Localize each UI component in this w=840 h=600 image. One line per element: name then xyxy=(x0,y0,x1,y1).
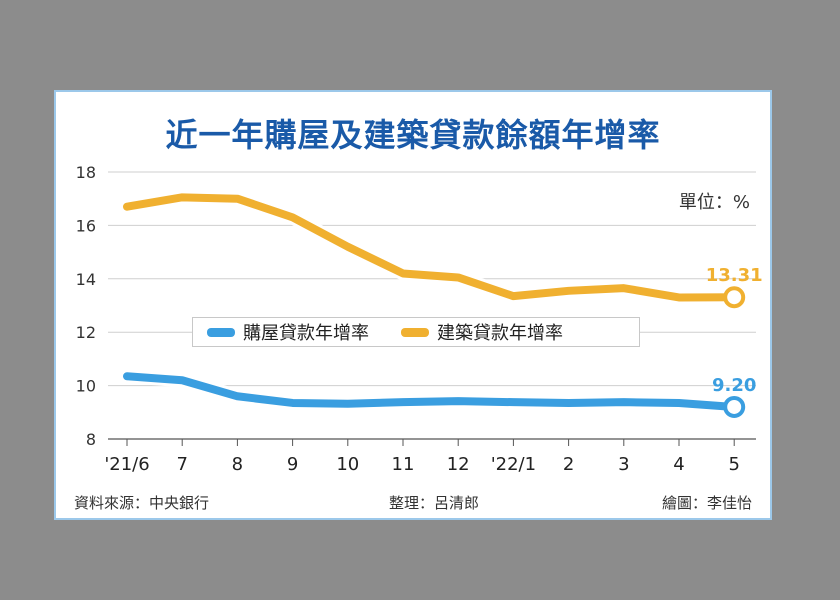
endpoint-value-construction: 13.31 xyxy=(706,265,763,286)
unit-label: 單位：% xyxy=(678,192,750,213)
x-tick-label: 2 xyxy=(563,454,574,475)
series-line-housing xyxy=(123,372,739,411)
chart-title: 近一年購屋及建築貸款餘額年增率 xyxy=(165,116,661,154)
endpoint-marker-construction xyxy=(723,286,746,309)
illustrator-credit: 繪圖：李佳怡 xyxy=(661,494,752,512)
x-tick-label: 7 xyxy=(176,454,187,475)
x-tick-label: 10 xyxy=(336,454,359,475)
y-tick-label: 10 xyxy=(76,377,96,396)
y-tick-label: 14 xyxy=(76,270,96,289)
legend-label-construction: 建築貸款年增率 xyxy=(437,323,563,344)
x-tick-label: 8 xyxy=(232,454,243,475)
x-tick-label: '21/6 xyxy=(104,454,149,475)
x-tick-label: '22/1 xyxy=(491,454,536,475)
x-tick-label: 4 xyxy=(673,454,684,475)
legend-label-housing: 購屋貸款年增率 xyxy=(243,323,369,344)
legend-item-housing: 購屋貸款年增率 xyxy=(207,319,369,345)
y-tick-label: 18 xyxy=(76,163,96,182)
endpoint-value-housing: 9.20 xyxy=(712,375,756,396)
y-tick-label: 12 xyxy=(76,323,96,342)
source-credit: 資料來源：中央銀行 xyxy=(74,494,210,512)
x-tick-label: 5 xyxy=(728,454,739,475)
x-tick-label: 9 xyxy=(287,454,298,475)
chart-card: 近一年購屋及建築貸款餘額年增率 單位：% 8 10 12 14 16 18 '21/6 7 8 9… xyxy=(54,90,772,520)
series-halo-construction xyxy=(120,190,742,305)
endpoint-marker-housing xyxy=(723,395,746,418)
x-tick-label: 3 xyxy=(618,454,629,475)
legend-swatch-construction xyxy=(401,327,429,337)
series-line-construction xyxy=(123,193,739,302)
y-tick-label: 8 xyxy=(86,430,96,449)
x-tick-label: 12 xyxy=(447,454,470,475)
compiler-credit: 整理：呂清郎 xyxy=(389,494,480,512)
line-chart: 8 10 12 14 16 18 '21/6 7 8 9 10 11 12 '22/1 2 3 4 5 9.20 13… xyxy=(76,163,763,475)
legend: 購屋貸款年增率 建築貸款年增率 xyxy=(192,317,640,347)
y-tick-label: 16 xyxy=(76,216,96,235)
legend-item-construction: 建築貸款年增率 xyxy=(401,319,563,345)
x-tick-label: 11 xyxy=(392,454,415,475)
legend-swatch-housing xyxy=(207,327,235,337)
